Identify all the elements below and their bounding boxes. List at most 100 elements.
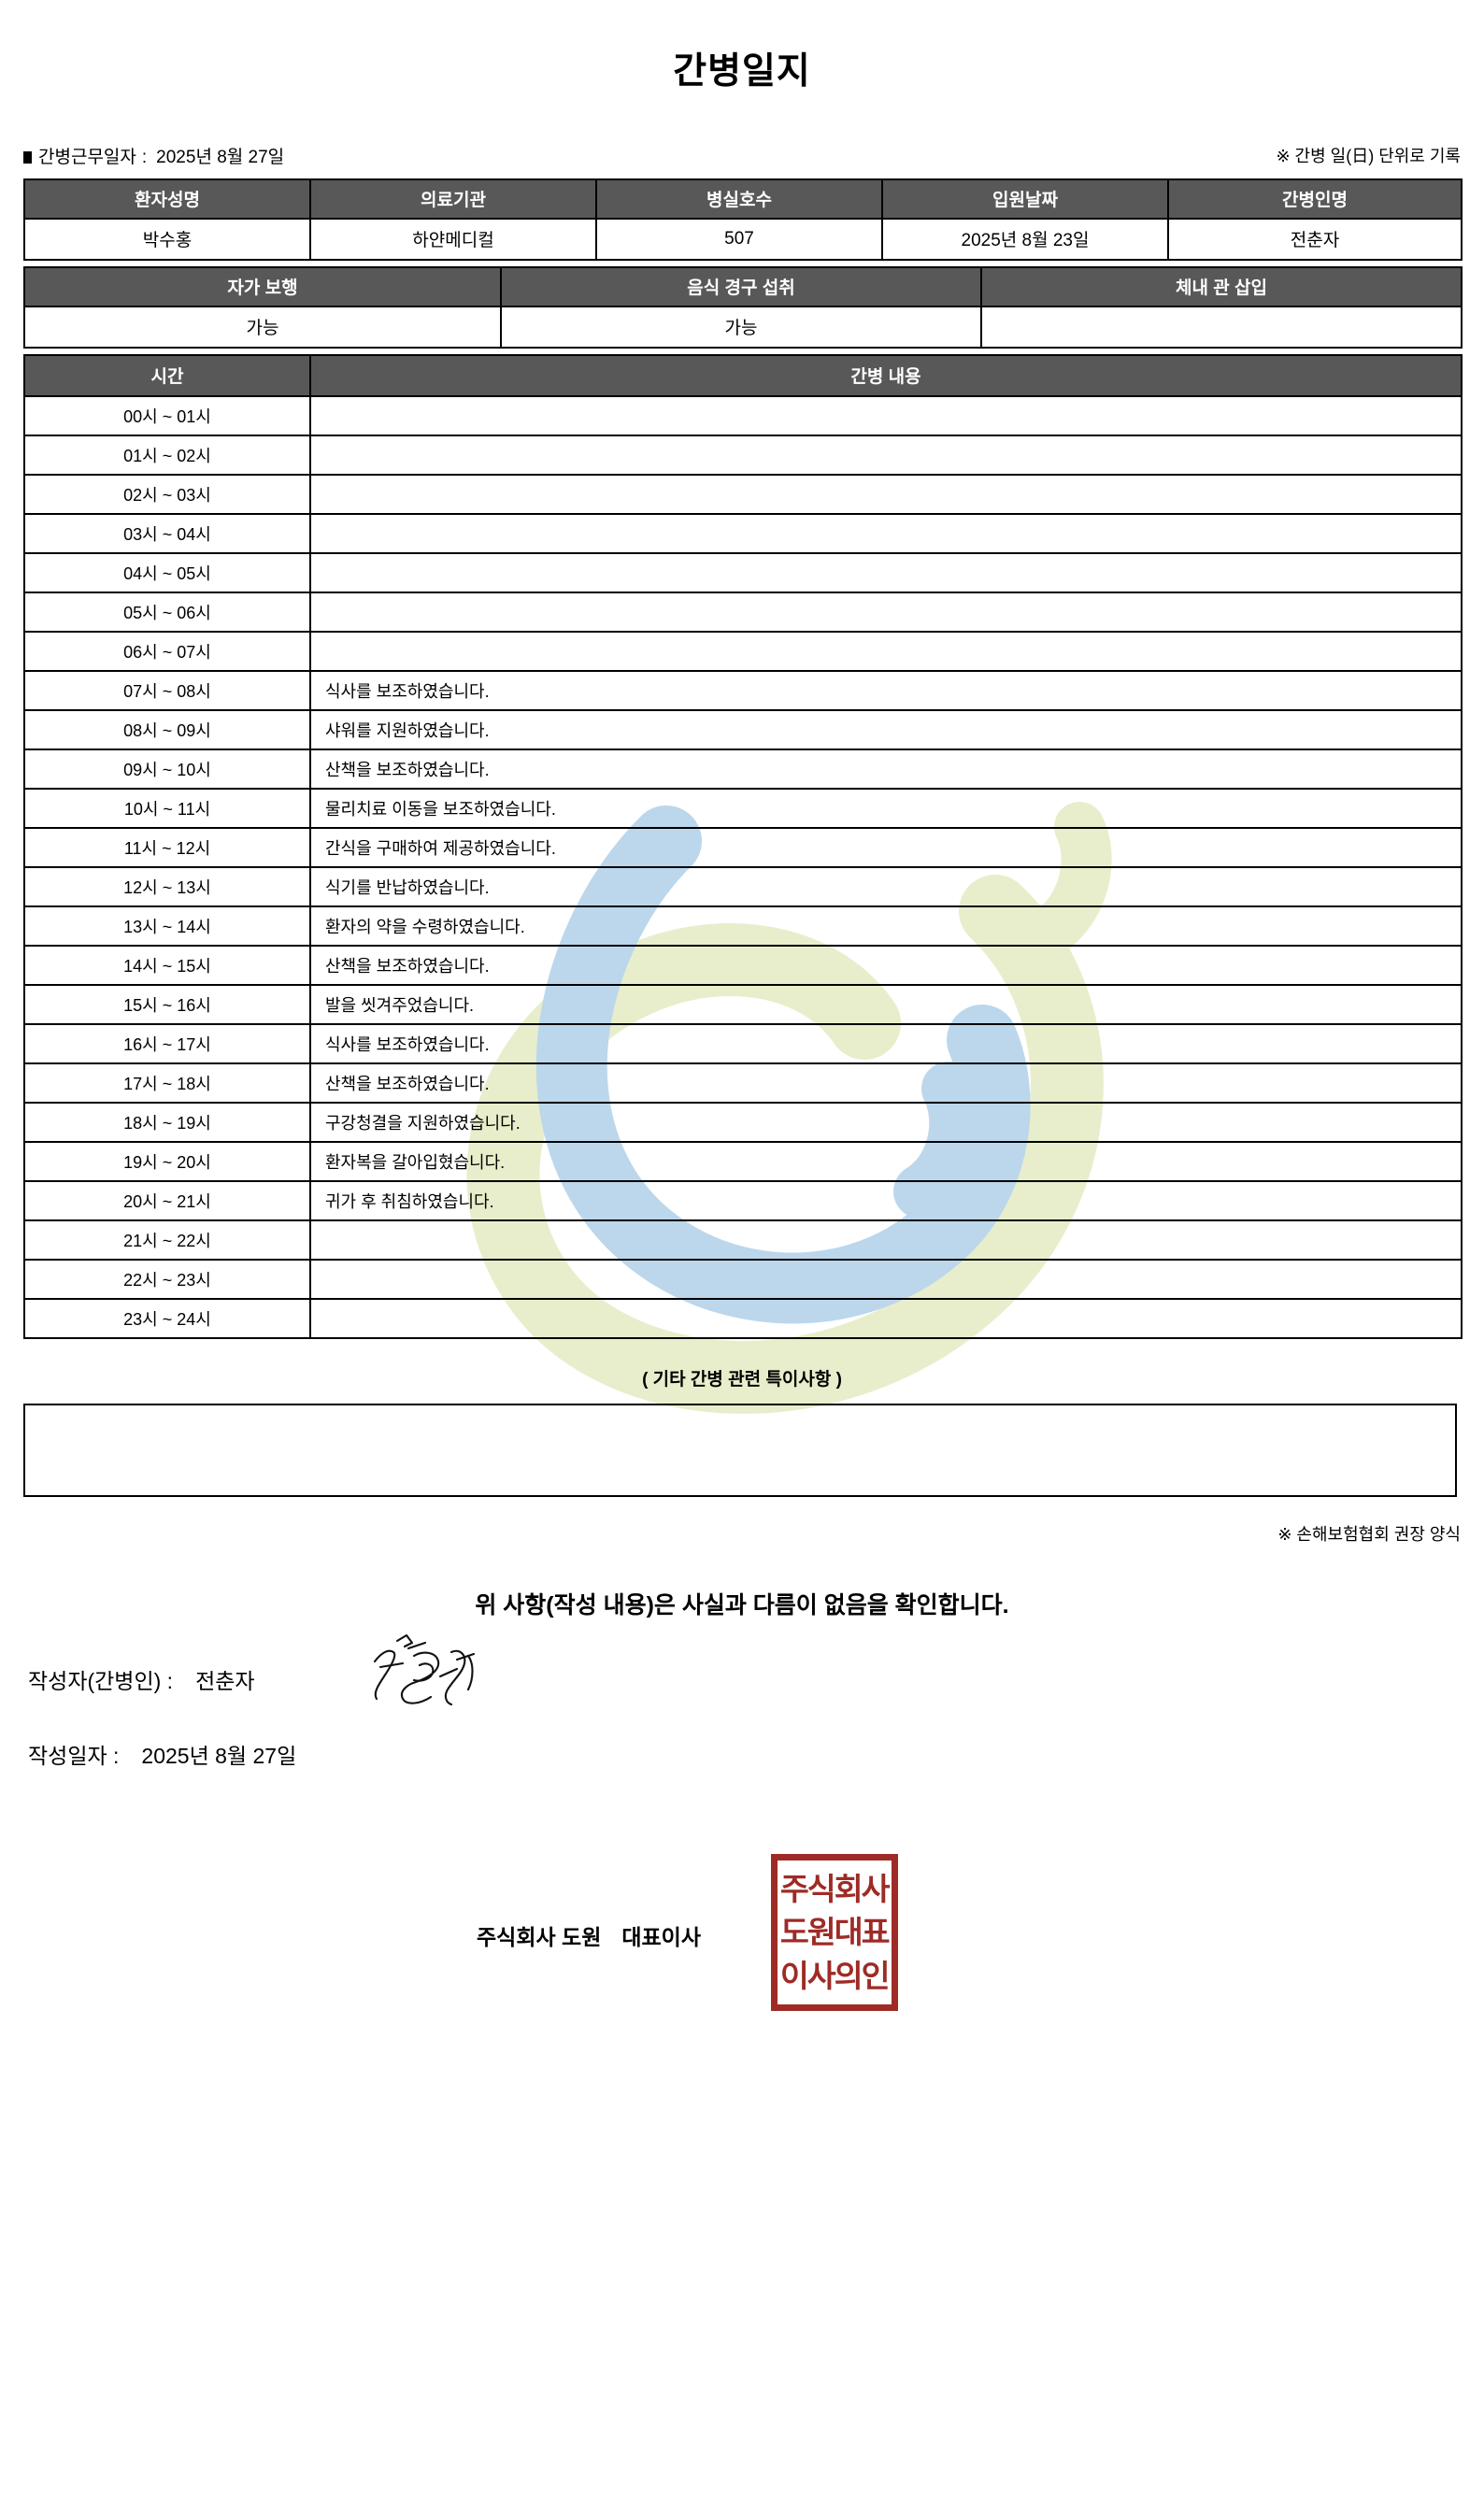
value-room-number: 507 [595,217,883,261]
care-content-cell[interactable]: 환자의 약을 수령하였습니다. [309,905,1463,947]
work-date-separator: : [141,147,148,167]
header-institution: 의료기관 [309,178,597,220]
confirmation-statement: 위 사항(작성 내용)은 사실과 다름이 없음을 확인합니다. [475,1591,1009,1618]
value-admission-date: 2025년 8월 23일 [881,217,1169,261]
time-slot-label: 19시 ~ 20시 [23,1140,311,1182]
company-title: 대표이사 [621,1924,701,1949]
seal-line-2: 도원대표 [780,1914,891,1951]
care-content-cell[interactable] [309,394,1463,436]
work-date-value: 2025년 8월 27일 [156,147,285,167]
notes-textarea[interactable] [23,1403,1457,1497]
time-slot-label: 00시 ~ 01시 [23,394,311,436]
care-content-cell[interactable]: 산책을 보조하였습니다. [309,748,1463,790]
notes-title: ( 기타 간병 관련 특이사항 ) [642,1369,842,1390]
table-row: 14시 ~ 15시 산책을 보조하였습니다. [23,944,1463,986]
author-label: 작성자(간병인) : [28,1668,174,1693]
company-name-line: 주식회사 도원 대표이사 [477,1919,701,1951]
value-self-ambulation: 가능 [23,305,502,349]
header-time: 시간 [23,353,311,397]
table-row: 07시 ~ 08시 식사를 보조하였습니다. [23,669,1463,711]
date-row: 작성일자 : 2025년 8월 27일 [28,1738,296,1770]
meta-row: 간병근무일자:2025년 8월 27일 ※ 간병 일(日) 단위로 기록 [23,143,1461,167]
care-content-cell[interactable]: 물리치료 이동을 보조하였습니다. [309,787,1463,829]
time-slot-label: 18시 ~ 19시 [23,1101,311,1143]
work-date-line: 간병근무일자:2025년 8월 27일 [23,143,284,168]
care-content-cell[interactable] [309,551,1463,593]
condition-table: 자가 보행 음식 경구 섭취 체내 관 삽입 가능 가능 [23,265,1463,349]
handwritten-signature [373,1633,476,1705]
time-slot-label: 01시 ~ 02시 [23,434,311,476]
care-content-cell[interactable] [309,1219,1463,1261]
patient-info-value-row: 박수홍 하얀메디컬 507 2025년 8월 23일 전춘자 [23,217,1463,261]
table-row: 02시 ~ 03시 [23,473,1463,515]
time-slot-label: 05시 ~ 06시 [23,591,311,633]
time-slot-label: 10시 ~ 11시 [23,787,311,829]
time-slot-label: 20시 ~ 21시 [23,1179,311,1221]
care-content-cell[interactable] [309,473,1463,515]
care-content-cell[interactable]: 산책을 보조하였습니다. [309,944,1463,986]
time-slot-label: 11시 ~ 12시 [23,826,311,868]
care-content-cell[interactable] [309,591,1463,633]
table-row: 16시 ~ 17시 식사를 보조하였습니다. [23,1022,1463,1064]
table-row: 12시 ~ 13시 식기를 반납하였습니다. [23,865,1463,907]
care-content-cell[interactable]: 식사를 보조하였습니다. [309,669,1463,711]
patient-info-header-row: 환자성명 의료기관 병실호수 입원날짜 간병인명 [23,178,1463,220]
table-row: 17시 ~ 18시 산책을 보조하였습니다. [23,1062,1463,1104]
time-slot-label: 22시 ~ 23시 [23,1258,311,1300]
time-slot-label: 04시 ~ 05시 [23,551,311,593]
care-log-header-row: 시간 간병 내용 [23,353,1463,397]
header-admission-date: 입원날짜 [881,178,1169,220]
care-content-cell[interactable]: 샤워를 지원하였습니다. [309,708,1463,750]
header-room-number: 병실호수 [595,178,883,220]
care-content-cell[interactable]: 식사를 보조하였습니다. [309,1022,1463,1064]
care-content-cell[interactable] [309,1297,1463,1339]
time-slot-label: 17시 ~ 18시 [23,1062,311,1104]
company-seal-stamp: 주식회사 도원대표 이사의인 [771,1853,898,2011]
care-content-cell[interactable] [309,1258,1463,1300]
table-row: 08시 ~ 09시 샤워를 지원하였습니다. [23,708,1463,750]
care-log-body: 00시 ~ 01시 01시 ~ 02시 02시 ~ 03시 03시 ~ 04시 04시 … [23,394,1463,1339]
table-row: 01시 ~ 02시 [23,434,1463,476]
time-slot-label: 21시 ~ 22시 [23,1219,311,1261]
time-slot-label: 23시 ~ 24시 [23,1297,311,1339]
condition-value-row: 가능 가능 [23,305,1463,349]
value-oral-intake: 가능 [500,305,982,349]
care-content-cell[interactable]: 구강청결을 지원하였습니다. [309,1101,1463,1143]
care-content-cell[interactable]: 산책을 보조하였습니다. [309,1062,1463,1104]
header-oral-intake: 음식 경구 섭취 [500,265,982,307]
time-slot-label: 13시 ~ 14시 [23,905,311,947]
care-content-cell[interactable]: 간식을 구매하여 제공하였습니다. [309,826,1463,868]
time-slot-label: 09시 ~ 10시 [23,748,311,790]
table-row: 20시 ~ 21시 귀가 후 취침하였습니다. [23,1179,1463,1221]
table-row: 23시 ~ 24시 [23,1297,1463,1339]
date-label: 작성일자 : [28,1743,120,1768]
table-row: 21시 ~ 22시 [23,1219,1463,1261]
seal-line-3: 이사의인 [780,1958,891,1995]
time-slot-label: 06시 ~ 07시 [23,630,311,672]
page-title: 간병일지 [673,51,811,92]
table-row: 15시 ~ 16시 발을 씻겨주었습니다. [23,983,1463,1025]
unit-note: ※ 간병 일(日) 단위로 기록 [1276,146,1461,165]
header-caregiver-name: 간병인명 [1167,178,1463,220]
care-content-cell[interactable]: 발을 씻겨주었습니다. [309,983,1463,1025]
care-content-cell[interactable]: 환자복을 갈아입혔습니다. [309,1140,1463,1182]
form-source-note: ※ 손해보험협회 권장 양식 [1277,1524,1461,1544]
condition-header-row: 자가 보행 음식 경구 섭취 체내 관 삽입 [23,265,1463,307]
care-log-table: 시간 간병 내용 00시 ~ 01시 01시 ~ 02시 02시 ~ 03시 03시 … [23,353,1463,1339]
header-self-ambulation: 자가 보행 [23,265,502,307]
care-content-cell[interactable] [309,512,1463,554]
care-content-cell[interactable]: 귀가 후 취침하였습니다. [309,1179,1463,1221]
care-content-cell[interactable] [309,630,1463,672]
care-content-cell[interactable] [309,434,1463,476]
patient-info-table: 환자성명 의료기관 병실호수 입원날짜 간병인명 박수홍 하얀메디컬 507 2… [23,178,1463,261]
care-content-cell[interactable]: 식기를 반납하였습니다. [309,865,1463,907]
author-name: 전춘자 [195,1668,255,1693]
time-slot-label: 02시 ~ 03시 [23,473,311,515]
seal-line-1: 주식회사 [780,1870,891,1907]
table-row: 06시 ~ 07시 [23,630,1463,672]
work-date-label: 간병근무일자 [38,147,136,167]
value-institution: 하얀메디컬 [309,217,597,261]
value-patient-name: 박수홍 [23,217,311,261]
table-row: 13시 ~ 14시 환자의 약을 수령하였습니다. [23,905,1463,947]
table-row: 10시 ~ 11시 물리치료 이동을 보조하였습니다. [23,787,1463,829]
